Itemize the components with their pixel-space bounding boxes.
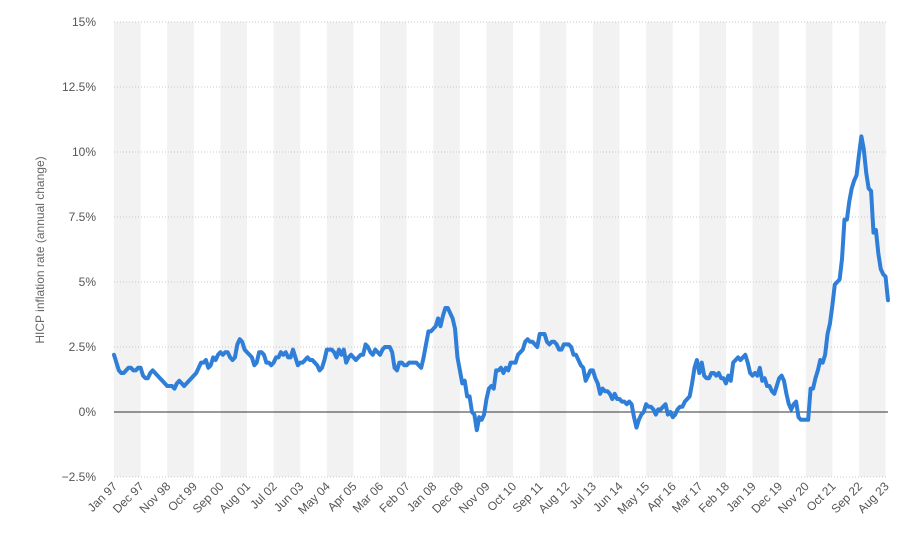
y-tick-label: −2.5%: [62, 470, 97, 484]
y-axis-ticks: −2.5% 0% 2.5% 5% 7.5% 10% 12.5% 15%: [62, 15, 97, 484]
background-band: [167, 22, 194, 477]
x-tick-label: Feb 07: [376, 479, 413, 516]
background-band: [539, 22, 567, 477]
x-tick-label: Feb 18: [696, 479, 733, 516]
y-tick-label: 15%: [72, 15, 96, 29]
y-tick-label: 12.5%: [62, 80, 96, 94]
y-tick-label: 2.5%: [69, 340, 97, 354]
background-band: [699, 22, 726, 477]
y-tick-label: 10%: [72, 145, 96, 159]
background-band: [433, 22, 460, 477]
gridlines: [114, 21, 888, 478]
y-axis-title: HICP inflation rate (annual change): [33, 156, 47, 343]
background-band: [273, 22, 301, 477]
alternating-bands: [114, 22, 886, 477]
background-band: [380, 22, 407, 477]
y-tick-label: 0%: [79, 405, 97, 419]
y-tick-label: 7.5%: [69, 210, 97, 224]
y-tick-label: 5%: [79, 275, 97, 289]
background-band: [592, 22, 620, 477]
background-band: [646, 22, 673, 477]
background-band: [486, 22, 514, 477]
series-line-hicp: [112, 134, 890, 433]
background-band: [326, 22, 354, 477]
background-band: [858, 22, 886, 477]
background-band: [114, 22, 141, 477]
background-band: [220, 22, 248, 477]
background-band: [752, 22, 780, 477]
